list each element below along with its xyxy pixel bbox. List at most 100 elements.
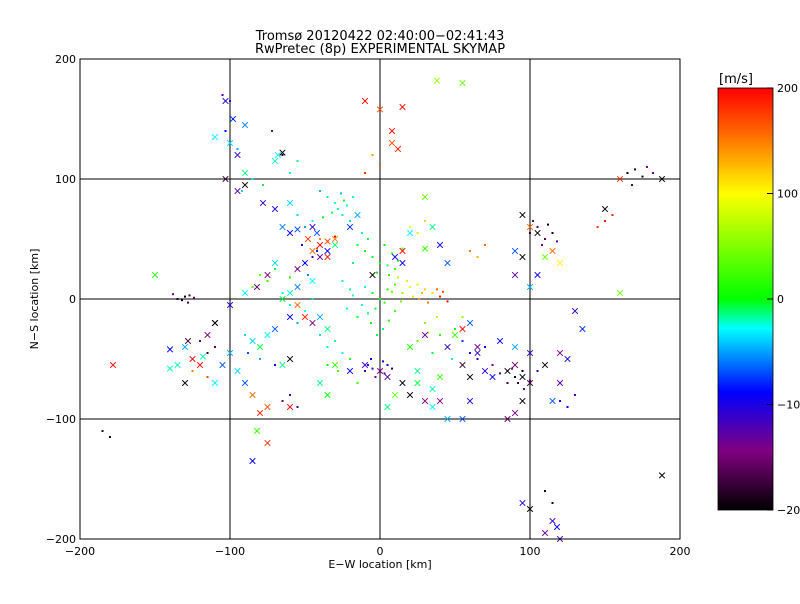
data-point-x-marker (234, 187, 241, 195)
data-point-x-marker (466, 373, 474, 381)
data-point-x-marker (316, 241, 324, 249)
data-point-x-marker (406, 229, 414, 237)
data-point-x-marker (274, 151, 282, 159)
data-point-x-marker (504, 367, 511, 375)
data-point-dot (361, 232, 363, 234)
data-point-x-marker (304, 235, 312, 243)
data-point-dot (229, 100, 231, 102)
data-point-dot (541, 244, 543, 246)
data-point-dot (400, 300, 402, 303)
data-point-dot (371, 292, 374, 294)
data-point-dot (316, 247, 318, 250)
data-point-x-marker (294, 301, 301, 309)
data-point-x-marker (444, 415, 451, 423)
data-point-x-marker (421, 397, 429, 405)
data-point-x-marker (421, 193, 429, 201)
data-point-x-marker (331, 361, 339, 369)
data-point-dot (349, 220, 351, 222)
data-point-dot (391, 290, 393, 293)
data-point-dot (259, 358, 261, 360)
data-point-dot (274, 268, 276, 270)
data-point-dot (352, 294, 354, 297)
data-point-x-marker (394, 145, 402, 153)
data-point-dot (536, 370, 539, 372)
data-point-dot (346, 307, 348, 310)
data-point-dot (349, 288, 351, 291)
data-point-x-marker (249, 337, 256, 345)
data-point-dot (221, 94, 224, 96)
data-point-dot (296, 322, 299, 324)
data-point-x-marker (253, 427, 261, 435)
data-point-x-marker (234, 367, 241, 375)
data-point-x-marker (436, 373, 444, 381)
data-point-x-marker (519, 211, 526, 219)
data-point-dot (271, 130, 273, 132)
data-point-dot (371, 154, 374, 156)
data-point-dot (319, 334, 321, 336)
data-point-dot (364, 370, 366, 372)
data-point-x-marker (429, 403, 436, 411)
data-point-x-marker (204, 331, 211, 339)
data-point-x-marker (421, 331, 429, 339)
data-point-x-marker (222, 175, 229, 183)
data-point-x-marker (466, 319, 474, 327)
data-point-x-marker (459, 361, 466, 369)
data-point-dot (311, 220, 314, 222)
data-point-dot (427, 301, 429, 304)
data-point-dot (379, 166, 381, 168)
data-point-dot (316, 250, 318, 252)
data-point-dot (289, 172, 291, 174)
data-point-dot (371, 256, 374, 258)
data-point-dot (266, 280, 269, 282)
data-point-dot (281, 292, 284, 294)
data-point-x-marker (226, 301, 234, 309)
data-point-x-marker (324, 325, 331, 333)
data-point-dot (386, 364, 389, 366)
data-point-dot (517, 382, 519, 384)
data-point-dot (307, 274, 309, 276)
data-point-x-marker (279, 361, 286, 369)
data-point-dot (506, 382, 509, 384)
data-point-x-marker (526, 379, 534, 387)
data-point-x-marker (189, 355, 196, 363)
data-point-dot (337, 208, 339, 210)
data-point-dot (236, 148, 239, 150)
x-tick-label: 200 (670, 545, 691, 558)
data-point-x-marker (406, 391, 414, 399)
data-point-dot (251, 286, 254, 288)
data-point-dot (199, 340, 201, 342)
data-point-dot (556, 240, 558, 243)
data-point-dot (388, 319, 390, 322)
data-point-x-marker (511, 247, 519, 255)
data-point-x-marker (331, 241, 339, 249)
data-point-x-marker (264, 271, 271, 279)
data-point-x-marker (553, 523, 561, 531)
data-point-dot (431, 352, 434, 354)
data-point-x-marker (301, 313, 309, 321)
data-point-x-marker (219, 361, 226, 369)
data-point-x-marker (534, 271, 541, 279)
data-point-x-marker (658, 472, 666, 479)
data-point-dot (559, 400, 561, 402)
data-point-x-marker (324, 391, 331, 399)
data-point-x-marker (166, 365, 174, 372)
data-point-x-marker (294, 265, 301, 273)
data-point-dot (334, 202, 336, 204)
data-point-dot (436, 288, 438, 291)
data-point-dot (646, 166, 648, 168)
data-point-dot (418, 298, 420, 300)
data-point-x-marker (166, 346, 174, 353)
data-point-dot (319, 190, 321, 192)
data-point-dot (356, 382, 359, 384)
data-point-dot (439, 334, 441, 336)
data-point-dot (484, 244, 486, 246)
data-point-dot (397, 259, 399, 262)
data-point-dot (634, 168, 636, 171)
data-point-dot (304, 226, 306, 228)
data-point-x-marker (249, 391, 256, 399)
data-point-x-marker (286, 355, 294, 363)
data-point-dot (641, 175, 644, 178)
data-point-x-marker (241, 181, 249, 189)
